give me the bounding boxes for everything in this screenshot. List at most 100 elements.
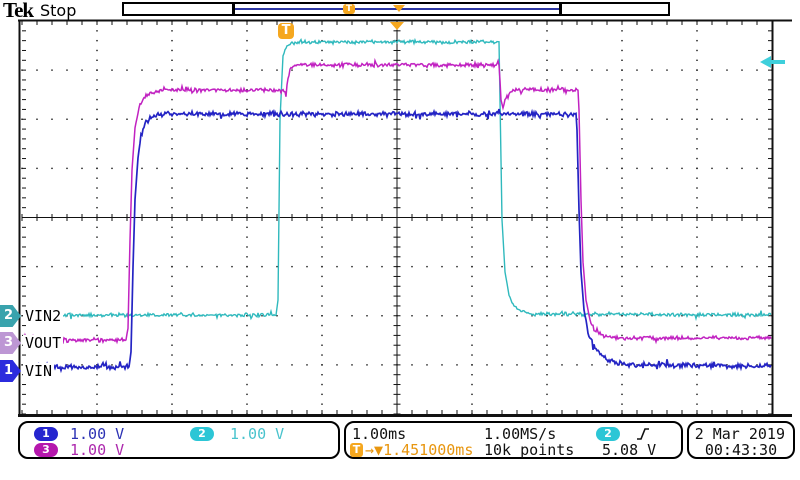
graticule-dot — [696, 167, 698, 170]
graticule-dot — [261, 167, 263, 170]
graticule-dot — [546, 364, 548, 366]
graticule-dot — [291, 167, 293, 170]
graticule-dot — [141, 69, 143, 71]
graticule-dot — [171, 265, 173, 268]
graticule-dot — [51, 167, 53, 170]
graticule-dot — [321, 167, 323, 170]
graticule-dot — [96, 236, 98, 238]
graticule-dot — [381, 118, 383, 120]
graticule-dot — [96, 374, 98, 376]
graticule-dot — [696, 197, 698, 199]
graticule-dot — [291, 118, 293, 120]
graticule-dot — [621, 118, 623, 120]
date-readout: 2 Mar 2019 — [694, 425, 785, 443]
graticule-dot — [246, 256, 248, 258]
graticule-dot — [366, 265, 368, 268]
graticule-dot — [276, 315, 278, 317]
graticule-dot — [96, 197, 98, 199]
graticule-dot — [171, 157, 173, 160]
graticule-dot — [621, 128, 623, 130]
graticule-dot — [471, 177, 473, 179]
graticule-dot — [696, 285, 698, 287]
graticule-dot — [666, 69, 668, 71]
graticule-dot — [351, 69, 353, 71]
graticule-dot — [321, 403, 323, 405]
graticule-dot — [126, 265, 128, 268]
graticule-dot — [501, 69, 503, 71]
record-length-readout: 10k points — [484, 441, 575, 459]
graticule-dot — [246, 49, 248, 52]
graticule-dot — [471, 374, 473, 376]
graticule-dot — [81, 364, 83, 366]
graticule-dot — [96, 206, 98, 209]
graticule-dot — [546, 324, 548, 327]
graticule-dot — [171, 285, 173, 287]
graticule-dot — [291, 69, 293, 71]
graticule-dot — [306, 118, 308, 120]
graticule-dot — [561, 118, 563, 120]
ch2-trace-vin2 — [23, 37, 772, 322]
graticule-dot — [156, 265, 158, 268]
graticule-dot — [546, 138, 548, 140]
graticule-dot — [471, 344, 473, 346]
graticule-dot — [66, 118, 68, 120]
graticule-dot — [336, 69, 338, 71]
graticule-dot — [696, 383, 698, 386]
graticule-dot — [696, 39, 698, 42]
graticule-dot — [651, 167, 653, 170]
graticule-dot — [471, 246, 473, 248]
graticule-dot — [621, 59, 623, 61]
graticule-dot — [96, 148, 98, 150]
graticule-dot — [726, 118, 728, 120]
graticule-dot — [81, 69, 83, 71]
graticule-dot — [621, 354, 623, 356]
graticule-dot — [336, 167, 338, 170]
graticule-dot — [711, 69, 713, 71]
graticule-dot — [576, 265, 578, 268]
graticule-dot — [471, 128, 473, 130]
graticule-dot — [351, 167, 353, 170]
graticule-dot — [96, 324, 98, 327]
graticule-dot — [96, 89, 98, 91]
graticule-dot — [726, 69, 728, 71]
graticule-dot — [321, 374, 323, 376]
graticule-dot — [246, 236, 248, 238]
graticule-dot — [621, 206, 623, 209]
graticule-dot — [366, 315, 368, 317]
graticule-dot — [651, 69, 653, 71]
graticule-dot — [246, 138, 248, 140]
graticule-dot — [696, 354, 698, 356]
graticule-dot — [66, 167, 68, 170]
graticule-dot — [486, 315, 488, 317]
graticule-dot — [471, 393, 473, 396]
graticule-dot — [441, 118, 443, 120]
graticule-dot — [486, 118, 488, 120]
graticule-dot — [471, 256, 473, 258]
graticule-dot — [246, 118, 248, 120]
graticule-dot — [201, 167, 203, 170]
graticule-dot — [606, 167, 608, 170]
graticule-dot — [471, 265, 473, 268]
graticule-dot — [261, 315, 263, 317]
graticule-dot — [351, 364, 353, 366]
acquisition-status: Stop — [40, 1, 77, 20]
trigger-delay-pointer-icon: ▼ — [374, 441, 384, 459]
graticule-dot — [321, 148, 323, 150]
graticule-dot — [741, 69, 743, 71]
graticule-dot — [246, 148, 248, 150]
graticule-dot — [246, 275, 248, 278]
graticule-dot — [426, 118, 428, 120]
graticule-dot — [351, 265, 353, 268]
graticule-dot — [231, 118, 233, 120]
graticule-dot — [246, 295, 248, 297]
graticule-dot — [546, 197, 548, 199]
graticule-dot — [321, 364, 323, 366]
graticule-dot — [516, 315, 518, 317]
graticule-dot — [756, 118, 758, 120]
graticule-dot — [156, 118, 158, 120]
graticule-dot — [96, 30, 98, 32]
graticule-dot — [621, 236, 623, 238]
graticule-dot — [696, 364, 698, 366]
graticule-dot — [186, 167, 188, 170]
graticule-dot — [96, 364, 98, 366]
